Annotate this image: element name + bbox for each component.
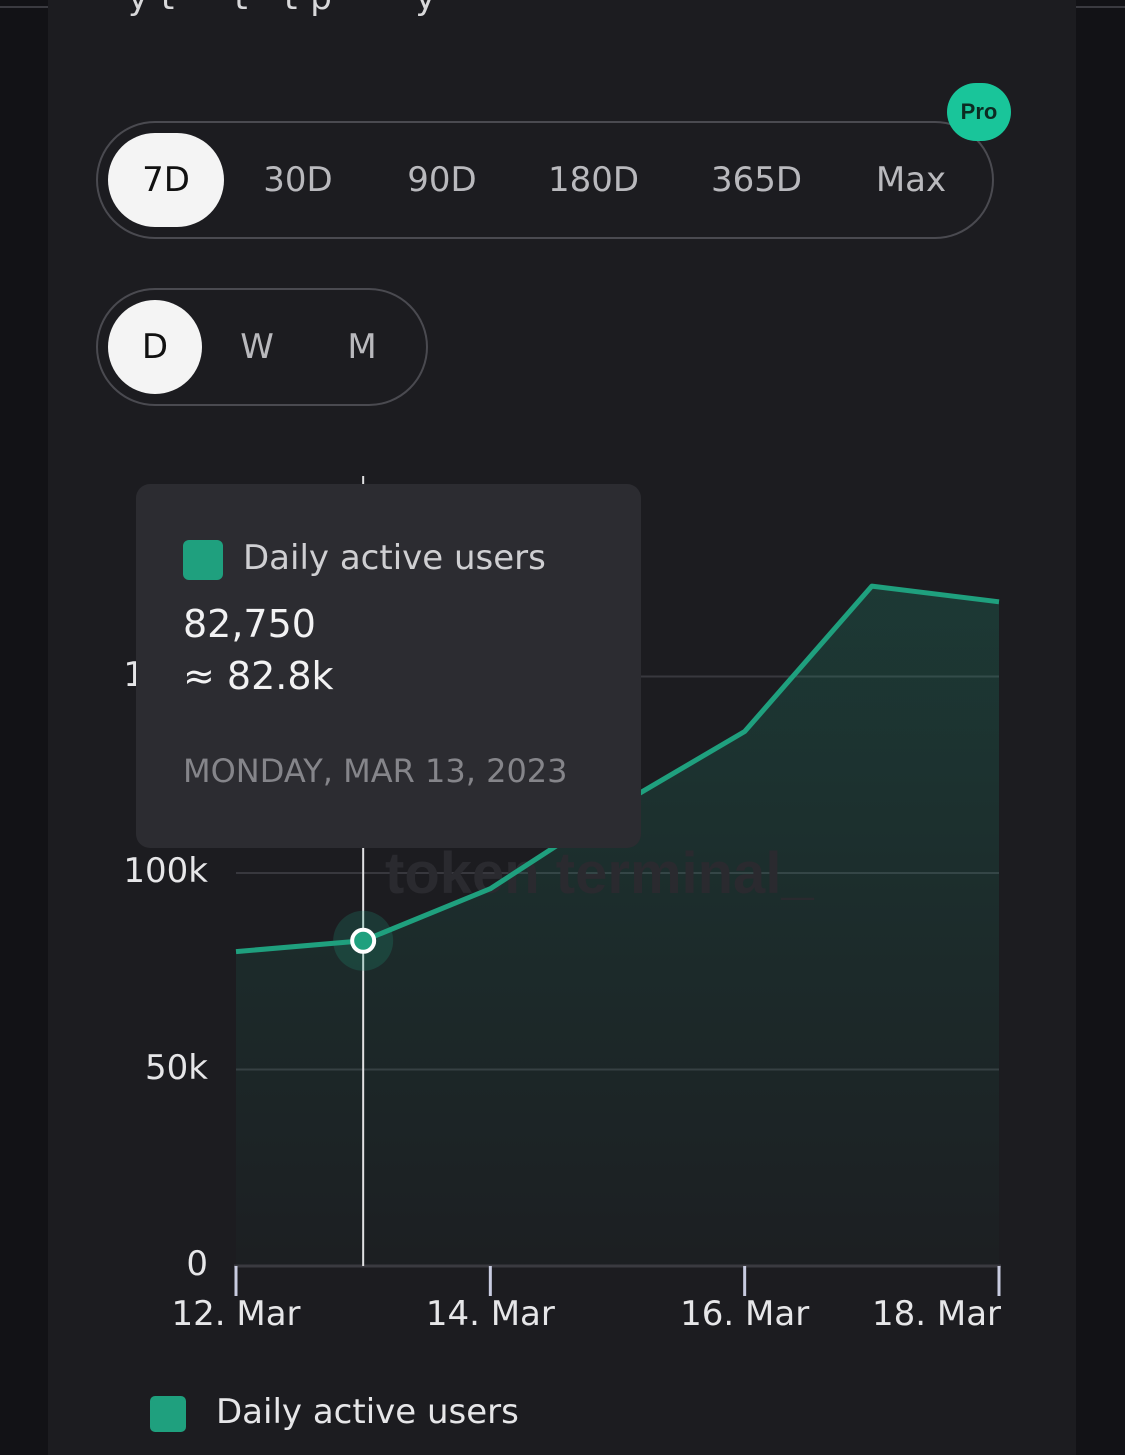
pro-badge: Pro [947, 83, 1011, 141]
legend-label[interactable]: Daily active users [216, 1392, 519, 1432]
tooltip-date: MONDAY, MAR 13, 2023 [183, 752, 568, 790]
x-tick-label: 18. Mar [872, 1294, 1002, 1334]
series-area-fill [236, 586, 999, 1266]
legend-swatch [150, 1396, 186, 1432]
range-option-7d[interactable]: 7D [108, 133, 224, 227]
range-option-180d[interactable]: 180D [547, 160, 640, 200]
tooltip-value: 82,750 [183, 602, 316, 646]
granularity-option-day[interactable]: D [108, 300, 202, 394]
y-tick-label: 50k [145, 1047, 208, 1088]
tooltip-approx-value: ≈ 82.8k [183, 654, 334, 698]
granularity-option-month[interactable]: M [347, 327, 377, 367]
card-title-cut-off: y t · · t · t p · · · y · [128, 0, 460, 18]
watermark-text: token terminal_ [385, 841, 814, 906]
y-tick-label: 100k [123, 851, 208, 891]
tooltip-series-name: Daily active users [243, 538, 546, 578]
x-tick-label: 14. Mar [425, 1294, 555, 1334]
x-tick-label: 16. Mar [680, 1294, 810, 1334]
range-option-max[interactable]: Max [875, 160, 947, 200]
range-option-90d[interactable]: 90D [407, 160, 477, 200]
granularity-selector: D W M [96, 288, 428, 406]
x-tick-label: 12. Mar [171, 1294, 301, 1334]
chart-tooltip: Daily active users 82,750 ≈ 82.8k MONDAY… [136, 484, 641, 848]
range-option-365d[interactable]: 365D [710, 160, 803, 200]
granularity-option-week[interactable]: W [240, 327, 274, 367]
y-tick-label: 0 [186, 1244, 208, 1284]
time-range-selector: 7D 30D 90D 180D 365D Max [96, 121, 994, 239]
hover-point[interactable] [350, 927, 377, 954]
range-option-30d[interactable]: 30D [263, 160, 333, 200]
tooltip-series-swatch [183, 540, 223, 580]
